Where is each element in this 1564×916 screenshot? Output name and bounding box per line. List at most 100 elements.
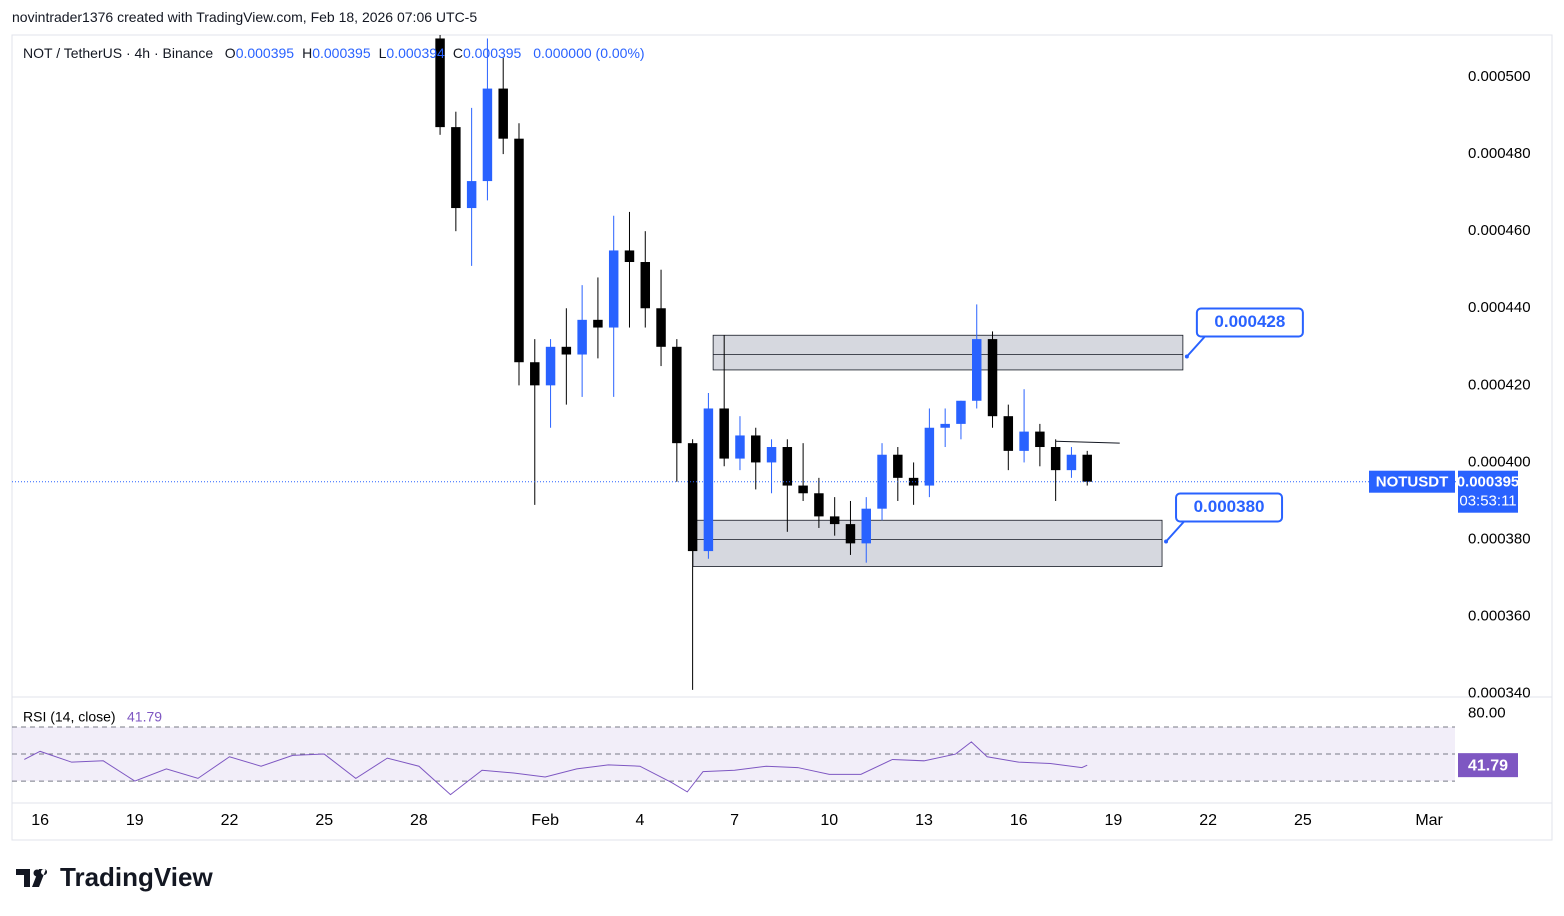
rsi-pane: [12, 726, 1455, 796]
callout-dot: [1164, 539, 1169, 544]
callout-label: 0.000428: [1214, 312, 1285, 331]
legend-value: 0.000395: [312, 45, 371, 61]
candle-body: [687, 443, 698, 552]
candle-body: [940, 423, 950, 428]
callout-label: 0.000380: [1194, 497, 1265, 516]
legend-value: 0.000395: [235, 45, 295, 61]
candle-body: [766, 447, 777, 463]
candle-body: [498, 88, 508, 139]
candle-body: [703, 408, 714, 552]
legend-key: L: [378, 45, 387, 61]
candle-body: [1050, 447, 1061, 471]
x-tick-label: 19: [126, 812, 144, 829]
candle-body: [735, 435, 745, 459]
rsi-line: [24, 741, 1088, 796]
frame: [11, 34, 1553, 841]
legend-key: C: [452, 45, 463, 61]
candle-body: [782, 447, 793, 486]
rsi-value-label: 41.79: [1468, 757, 1508, 774]
y-tick-label: 0.000380: [1468, 530, 1531, 547]
ohlc: O0.000395 H0.000395 L0.000394 C0.000395: [225, 45, 530, 61]
candle-body: [577, 319, 587, 355]
candle-body: [656, 308, 666, 347]
candle-body: [608, 250, 619, 328]
candle-body: [624, 250, 635, 263]
legend-value: 0.000394: [386, 45, 445, 61]
rsi-value-tag: [1458, 753, 1518, 778]
rsi-title: RSI (14, close): [23, 709, 116, 725]
x-tick-label: Mar: [1415, 812, 1443, 829]
legend: NOT / TetherUS · 4h · Binance O0.000395 H…: [23, 45, 653, 61]
x-tick-label: 16: [31, 812, 49, 829]
y-tick-label: 0.000500: [1468, 68, 1531, 85]
candle-body: [593, 319, 603, 328]
symbol-tag: [1369, 470, 1455, 493]
callout-dot: [1184, 354, 1189, 359]
candle-body: [751, 435, 761, 463]
candle-body: [893, 454, 903, 478]
candle-body: [814, 493, 824, 517]
y-tick-label: 0.000340: [1468, 685, 1531, 702]
y-tick-label: 0.000460: [1468, 222, 1531, 239]
zone: [712, 334, 1184, 371]
price-tag: [1458, 470, 1518, 513]
y-tick-label: 0.000480: [1468, 145, 1531, 162]
callout-pointer: [1186, 335, 1206, 358]
x-tick-label: Feb: [531, 812, 559, 829]
trend-line: [1055, 440, 1120, 444]
y-tick-label: 0.000440: [1468, 299, 1531, 316]
callout-pointer: [1165, 520, 1185, 543]
x-tick-label: 25: [315, 812, 333, 829]
overlay: 16 19 22 25 28 Feb 4 7 10 13 16 19 22 25 Mar 0.000500 0.…: [12, 68, 1531, 829]
candle-body: [798, 485, 808, 494]
candle-body: [482, 88, 493, 182]
candle-body: [1003, 416, 1014, 451]
candle-body: [829, 516, 840, 525]
candle-body: [640, 262, 651, 309]
x-tick-label: 22: [1199, 812, 1217, 829]
price-pane: [435, 35, 1184, 690]
change: 0.000000 (0.00%): [533, 45, 645, 61]
callout-box: [1195, 307, 1304, 338]
symbol-label: NOTUSDT: [1376, 474, 1449, 491]
candle-body: [435, 38, 445, 128]
x-tick-label: 10: [820, 812, 838, 829]
candle-body: [1035, 431, 1045, 448]
candle-body: [956, 400, 966, 424]
candle-body: [514, 138, 524, 363]
x-tick-label: 13: [915, 812, 933, 829]
candle-body: [1082, 454, 1092, 482]
candle-body: [545, 346, 556, 386]
brand: TradingView: [60, 862, 213, 892]
candle-body: [451, 127, 461, 209]
candle-body: [530, 362, 540, 386]
candle-body: [1019, 431, 1029, 451]
callout-box: [1175, 492, 1284, 523]
candle-body: [719, 408, 729, 459]
candle-body: [672, 346, 682, 444]
candle-body: [845, 524, 856, 544]
last-price-label: 0.000395: [1457, 474, 1520, 491]
candle-body: [561, 346, 572, 355]
candle-body: [987, 339, 998, 417]
credit: novintrader1376 created with TradingView…: [12, 9, 478, 25]
candle-body: [1066, 454, 1077, 471]
y-tick-label: 0.000400: [1468, 453, 1531, 470]
legend-key: H: [302, 45, 313, 61]
countdown: 03:53:11: [1459, 493, 1516, 510]
x-tick-label: 4: [635, 812, 644, 829]
x-tick-label: 16: [1010, 812, 1028, 829]
x-tick-label: 28: [410, 812, 428, 829]
legend-key: O: [224, 45, 236, 61]
candle-body: [466, 181, 477, 209]
logo: [16, 868, 48, 887]
x-tick-label: 25: [1294, 812, 1312, 829]
x-tick-label: 19: [1105, 812, 1123, 829]
rsi-tick-label: 80.00: [1468, 704, 1506, 721]
x-tick-label: 7: [730, 812, 739, 829]
candle-body: [908, 477, 919, 486]
candle-body: [861, 508, 871, 544]
legend-value: 0.000395: [462, 45, 522, 61]
y-tick-label: 0.000420: [1468, 376, 1531, 393]
